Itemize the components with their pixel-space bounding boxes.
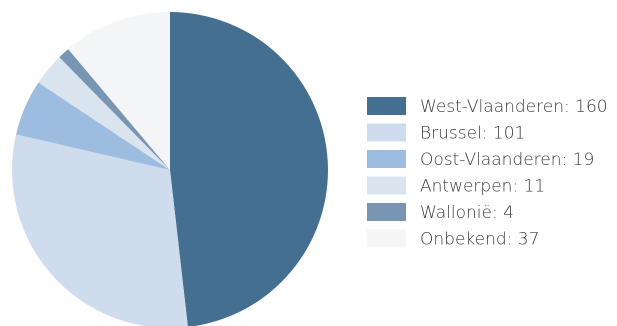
pie-slice-brussel — [12, 134, 188, 326]
legend-label: Wallonië: 4 — [420, 203, 514, 223]
legend-swatch — [367, 150, 406, 168]
legend-label: Onbekend: 37 — [420, 230, 539, 250]
legend-swatch — [367, 176, 406, 195]
pie-slice-west-vlaanderen — [170, 12, 328, 326]
legend: West-Vlaanderen: 160 Brussel: 101 Oost-Vla… — [367, 97, 608, 250]
legend-swatch — [367, 123, 406, 142]
pie-slice-oost-vlaanderen — [16, 82, 171, 170]
legend-swatch — [367, 97, 406, 115]
pie-slices — [12, 12, 328, 326]
legend-label: Oost-Vlaanderen: 19 — [420, 150, 594, 170]
pie-slice-walloni- — [59, 49, 171, 170]
legend-label: Brussel: 101 — [420, 124, 525, 144]
legend-swatch — [367, 229, 406, 248]
pie-slice-onbekend — [68, 12, 170, 170]
legend-label: Antwerpen: 11 — [420, 177, 545, 197]
legend-swatch — [367, 203, 406, 221]
legend-label: West-Vlaanderen: 160 — [420, 97, 608, 117]
pie-slice-antwerpen — [38, 57, 170, 170]
